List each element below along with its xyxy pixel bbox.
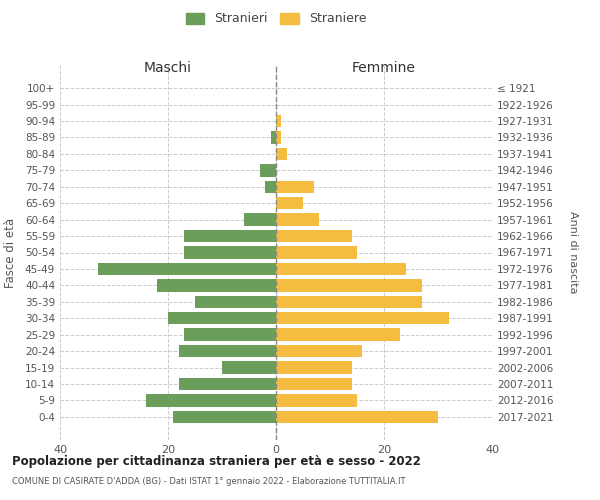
Bar [265,180,276,193]
Bar [157,279,276,291]
Bar [184,230,276,242]
Bar [276,312,449,324]
Bar [179,378,276,390]
Bar [98,263,276,275]
Bar [271,132,276,143]
Text: COMUNE DI CASIRATE D'ADDA (BG) - Dati ISTAT 1° gennaio 2022 - Elaborazione TUTTI: COMUNE DI CASIRATE D'ADDA (BG) - Dati IS… [12,478,406,486]
Y-axis label: Fasce di età: Fasce di età [4,218,17,288]
Bar [276,410,438,423]
Bar [168,312,276,324]
Bar [276,132,281,143]
Bar [276,180,314,193]
Y-axis label: Anni di nascita: Anni di nascita [568,211,577,294]
Bar [276,246,357,258]
Text: Maschi: Maschi [144,61,192,75]
Bar [173,410,276,423]
Bar [146,394,276,406]
Bar [179,345,276,357]
Text: Popolazione per cittadinanza straniera per età e sesso - 2022: Popolazione per cittadinanza straniera p… [12,455,421,468]
Bar [260,164,276,176]
Bar [276,148,287,160]
Bar [222,362,276,374]
Bar [276,230,352,242]
Bar [276,296,422,308]
Bar [276,214,319,226]
Legend: Stranieri, Straniere: Stranieri, Straniere [182,8,370,29]
Text: Femmine: Femmine [352,61,416,75]
Bar [184,328,276,341]
Bar [276,362,352,374]
Bar [276,279,422,291]
Bar [276,378,352,390]
Bar [276,345,362,357]
Bar [276,263,406,275]
Bar [184,246,276,258]
Bar [276,115,281,127]
Bar [276,328,400,341]
Bar [244,214,276,226]
Bar [276,394,357,406]
Bar [276,197,303,209]
Bar [195,296,276,308]
